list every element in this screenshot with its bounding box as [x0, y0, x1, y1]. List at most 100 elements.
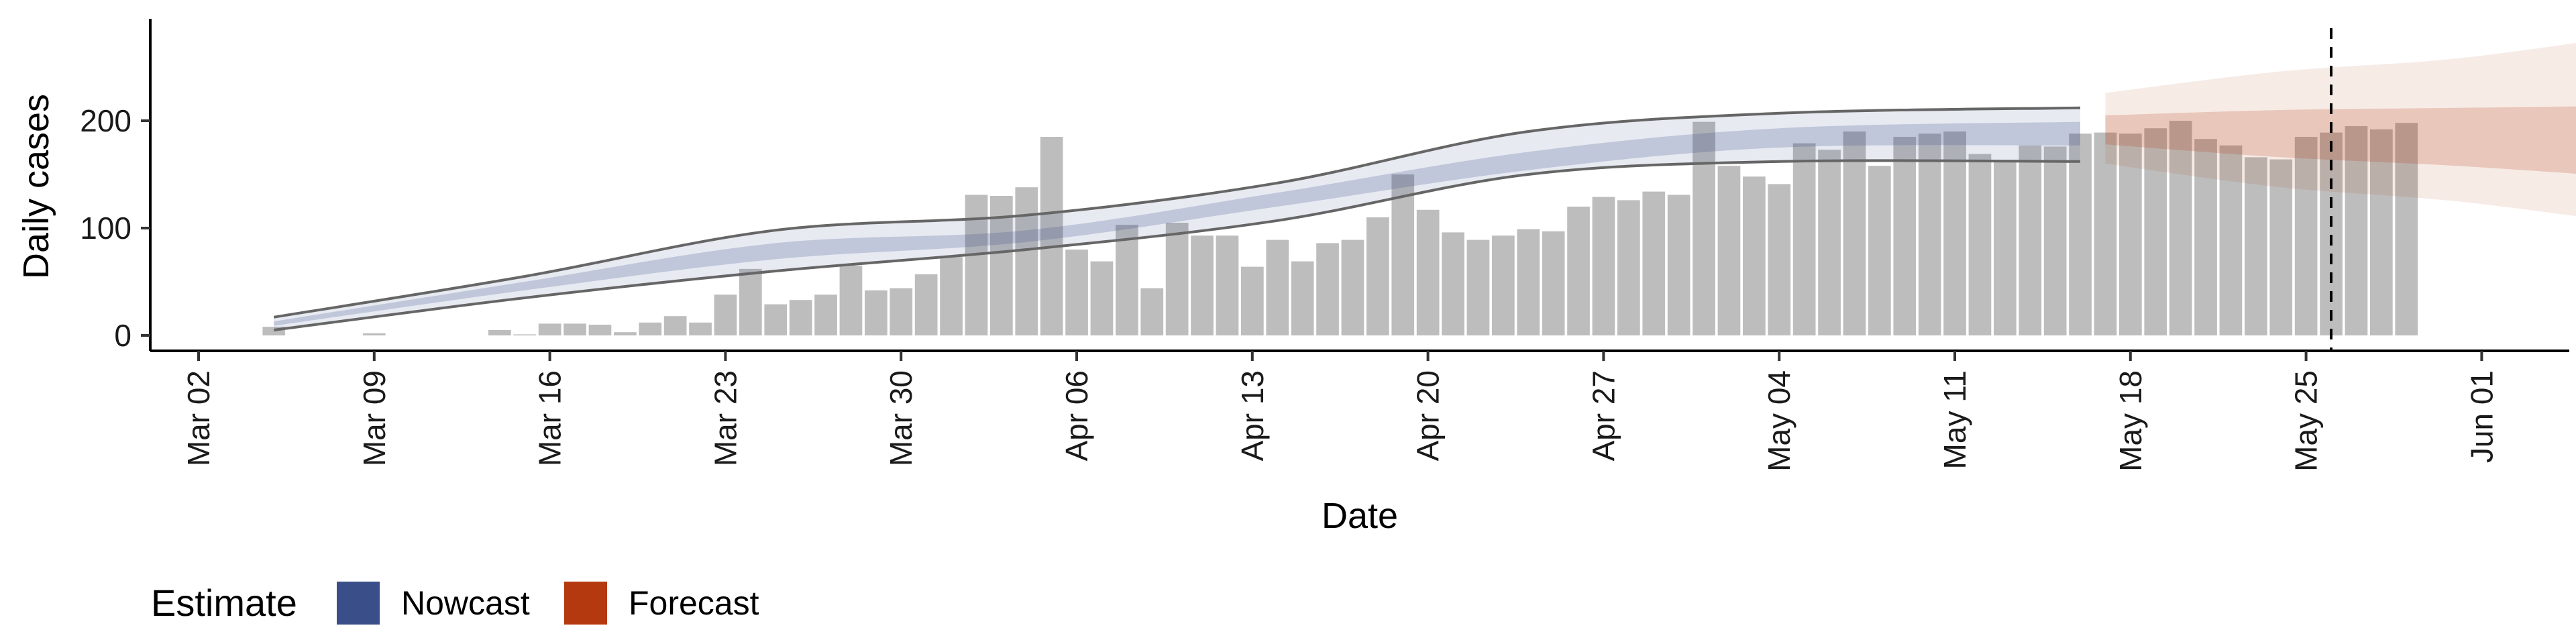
bar	[1517, 229, 1540, 335]
x-tick-label: Mar 16	[533, 370, 568, 466]
bar	[2345, 126, 2368, 335]
bar	[1642, 191, 1666, 335]
x-tick-label: Jun 01	[2464, 370, 2499, 463]
bar	[639, 322, 662, 335]
bar	[890, 288, 913, 335]
bar	[1165, 223, 1189, 335]
bar	[2294, 137, 2318, 335]
bar	[2094, 132, 2117, 335]
bar	[2370, 129, 2393, 336]
bar	[1366, 217, 1389, 335]
bar	[663, 316, 687, 335]
bar	[1416, 209, 1440, 335]
bar	[1341, 239, 1364, 335]
bar	[1391, 174, 1415, 335]
bar	[2019, 145, 2042, 336]
x-tick-label: Apr 27	[1586, 370, 1621, 462]
x-tick-label: May 04	[1762, 370, 1796, 472]
forecast-outer-band	[2105, 43, 2576, 217]
legend-title: Estimate	[151, 582, 297, 624]
x-tick-label: Mar 30	[883, 370, 918, 466]
nowcast-inner-band	[274, 121, 2081, 326]
bar	[1241, 266, 1264, 335]
x-tick-label: May 18	[2113, 370, 2148, 472]
bar	[1693, 121, 1715, 335]
bar	[1191, 235, 1214, 335]
x-tick-label: Mar 23	[708, 370, 743, 466]
bar	[789, 300, 812, 335]
bar	[1567, 207, 1590, 335]
bar	[1843, 131, 1866, 335]
axes: 0 100 200 Mar 02 Mar 09 Mar 16 Mar 23 Mar 30 Ap…	[80, 19, 2569, 472]
bar	[1893, 137, 1917, 335]
plot-area	[262, 28, 2576, 350]
bar	[1442, 232, 1464, 335]
y-tick-label: 100	[80, 211, 131, 246]
bar	[2245, 157, 2267, 335]
bar	[1592, 197, 1615, 335]
bar	[1466, 239, 1490, 335]
x-axis-title: Date	[1322, 496, 1398, 536]
bar	[1943, 131, 1966, 335]
bar	[1140, 288, 1164, 335]
bar	[2043, 146, 2067, 335]
bar	[1768, 184, 1791, 335]
bar	[2119, 133, 2142, 335]
nowcast-outer-upper-line	[273, 106, 2081, 319]
bar	[1116, 225, 1138, 335]
bar	[1743, 176, 1766, 335]
legend-swatch-nowcast	[337, 582, 380, 625]
bar	[363, 333, 386, 335]
x-tick-label: Mar 02	[181, 370, 216, 466]
bar	[1868, 166, 1891, 335]
bar	[1667, 195, 1690, 335]
bar	[965, 195, 988, 335]
legend-label-nowcast: Nowcast	[401, 584, 530, 622]
bar	[2144, 128, 2167, 335]
bar	[1266, 239, 1289, 335]
bar	[1792, 143, 1816, 335]
bar	[614, 332, 637, 335]
bar	[564, 323, 586, 335]
bar	[714, 294, 737, 335]
bar	[990, 196, 1013, 335]
bar	[488, 330, 511, 335]
bar	[1015, 187, 1038, 335]
bar	[513, 334, 537, 335]
bar	[914, 274, 938, 335]
bar	[1065, 250, 1088, 335]
nowcast-outer-band	[274, 107, 2081, 331]
bar	[1542, 231, 1565, 335]
y-ticks: 0 100 200	[80, 103, 150, 353]
bar	[689, 322, 712, 335]
x-ticks: Mar 02 Mar 09 Mar 16 Mar 23 Mar 30 Apr 06 Apr …	[181, 351, 2499, 472]
x-tick-label: May 25	[2289, 370, 2324, 472]
bar	[538, 323, 561, 335]
bar	[1918, 133, 1941, 335]
bars-layer	[262, 121, 2418, 336]
legend-swatch-forecast	[564, 582, 607, 625]
bar	[1818, 150, 1841, 335]
bar	[1291, 261, 1314, 335]
legend: Estimate Nowcast Forecast	[151, 582, 759, 625]
bands-layer	[273, 43, 2576, 331]
x-tick-label: May 11	[1937, 370, 1972, 469]
bar	[1216, 235, 1239, 335]
bar	[2395, 123, 2418, 335]
x-tick-label: Apr 13	[1235, 370, 1270, 462]
bar	[1717, 166, 1741, 335]
bar	[764, 304, 788, 335]
y-tick-label: 200	[80, 103, 131, 138]
bar	[814, 294, 837, 335]
bar	[2194, 139, 2217, 335]
forecast-inner-band	[2105, 106, 2576, 174]
bar	[1316, 243, 1339, 335]
bar	[940, 257, 963, 335]
bar	[1492, 235, 1515, 335]
bar	[1040, 137, 1063, 335]
bar	[1617, 200, 1640, 335]
legend-label-forecast: Forecast	[629, 584, 759, 622]
bar	[1968, 154, 1992, 335]
x-tick-label: Apr 20	[1411, 370, 1446, 462]
